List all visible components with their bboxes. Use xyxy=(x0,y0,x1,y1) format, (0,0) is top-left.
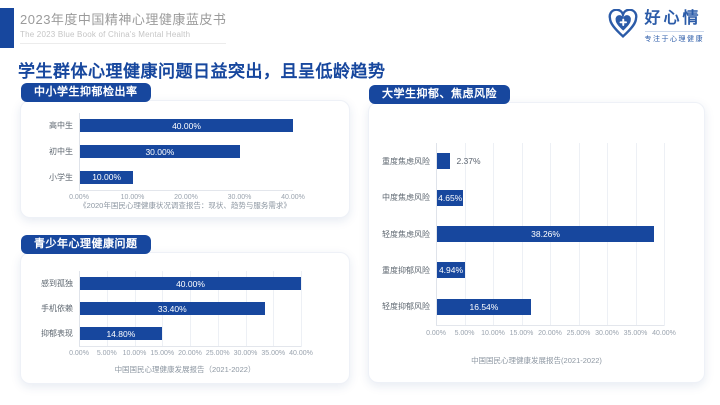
bar: 38.26% xyxy=(437,226,655,243)
axis-tick: 35.00% xyxy=(623,330,648,337)
axis-tick: 40.00% xyxy=(652,330,676,337)
axis-tick: 20.00% xyxy=(538,330,562,337)
brand-tagline: 专注于心理健康 xyxy=(644,30,704,44)
chart-source: 《2020年国民心理健康状况调查报告：现状、趋势与服务需求》 xyxy=(79,201,291,210)
axis-tick: 0.00% xyxy=(426,330,446,337)
axis-tick: 40.00% xyxy=(289,350,313,357)
axis-tick: 15.00% xyxy=(150,350,175,357)
bar: 2.37% xyxy=(437,153,481,170)
category-label: 抑郁表现 xyxy=(41,329,73,338)
gridline xyxy=(664,143,665,326)
bar-row: 重度焦虑风险 2.37% xyxy=(382,143,664,179)
deck-title: 2023年度中国精神心理健康蓝皮书 xyxy=(20,12,227,27)
bar-row: 初中生 30.00% xyxy=(49,139,293,165)
axis-tick: 5.00% xyxy=(96,350,117,357)
chart-card-primary-depression: 中小学生抑郁检出率 高中生 40.00% 初中生 30.00% 小学生 10.00% 0.… xyxy=(20,83,350,218)
chart-title-pill: 青少年心理健康问题 xyxy=(21,235,151,254)
axis-tick: 15.00% xyxy=(509,330,534,337)
value-label: 40.00% xyxy=(176,278,205,289)
header-accent-bar xyxy=(0,8,14,48)
chart-source: 中国国民心理健康发展报告(2021-2022) xyxy=(471,356,602,365)
category-label: 手机依赖 xyxy=(41,304,73,313)
axis-tick: 40.00% xyxy=(281,194,305,201)
bar-row: 感到孤独 40.00% xyxy=(41,271,301,296)
axis-tick: 25.00% xyxy=(566,330,591,337)
chart-title-pill: 大学生抑郁、焦虑风险 xyxy=(369,85,510,104)
category-label: 小学生 xyxy=(49,172,73,182)
chart-title-pill: 中小学生抑郁检出率 xyxy=(21,83,151,102)
chart-plot-area: 感到孤独 40.00% 手机依赖 33.40% 抑郁表现 14.80% xyxy=(41,271,301,347)
axis-tick: 0.00% xyxy=(69,194,89,201)
value-label: 40.00% xyxy=(172,120,201,131)
axis-tick: 10.00% xyxy=(120,194,145,201)
category-label: 感到孤独 xyxy=(41,279,73,288)
category-label: 重度抑郁风险 xyxy=(382,265,430,275)
heart-logo-icon xyxy=(607,8,639,44)
chart-source: 中国国民心理健康发展报告（2021-2022） xyxy=(114,365,256,374)
bar-row: 抑郁表现 14.80% xyxy=(41,321,301,346)
bar-row: 轻度抑郁风险 16.54% xyxy=(382,289,664,325)
value-label: 4.65% xyxy=(438,192,463,203)
chart-card-teen-problems: 青少年心理健康问题 感到孤独 40.00% 手机依赖 33.40% 抑郁表现 14.80%… xyxy=(20,235,350,384)
deck-subtitle: The 2023 Blue Book of China's Mental Hea… xyxy=(20,30,191,39)
bar-row: 中度焦虑风险 4.65% xyxy=(382,179,664,215)
axis-tick: 30.00% xyxy=(595,330,619,337)
value-label: 2.37% xyxy=(456,156,481,167)
category-label: 初中生 xyxy=(49,147,73,156)
bar: 33.40% xyxy=(80,302,265,315)
value-label: 16.54% xyxy=(469,301,499,312)
chart-card-college-risk: 大学生抑郁、焦虑风险 重度焦虑风险 2.37% 中度焦虑风险 4.65% 轻度焦虑风险 3… xyxy=(368,85,705,383)
axis-tick: 10.00% xyxy=(122,350,147,357)
value-label: 4.94% xyxy=(438,265,464,276)
category-label: 重度焦虑风险 xyxy=(382,156,430,166)
bar: 4.94% xyxy=(437,262,466,279)
axis-tick: 30.00% xyxy=(227,194,252,201)
axis-tick: 25.00% xyxy=(205,350,230,357)
axis-tick: 20.00% xyxy=(178,350,202,357)
chart-plot-area: 重度焦虑风险 2.37% 中度焦虑风险 4.65% 轻度焦虑风险 38.26% 重度抑郁风险… xyxy=(382,143,664,326)
brand-logo: 好心情 专注于心理健康 xyxy=(607,8,704,44)
bar: 4.65% xyxy=(437,189,464,206)
category-label: 轻度抑郁风险 xyxy=(382,302,430,312)
bar-row: 高中生 40.00% xyxy=(49,113,293,139)
value-label: 30.00% xyxy=(145,146,175,157)
bar-row: 重度抑郁风险 4.94% xyxy=(382,252,664,288)
bar: 14.80% xyxy=(80,327,162,340)
value-label: 38.26% xyxy=(531,229,560,240)
axis-tick: 5.00% xyxy=(454,330,475,337)
axis-tick: 10.00% xyxy=(481,330,505,337)
bar: 10.00% xyxy=(80,170,134,184)
category-label: 中度焦虑风险 xyxy=(382,193,430,203)
header-text-block: 2023年度中国精神心理健康蓝皮书 The 2023 Blue Book of … xyxy=(20,9,227,44)
chart-x-axis: 0.00% 5.00% 10.00% 15.00% 20.00% 25.00% 30.00%… xyxy=(69,350,313,360)
bar: 16.54% xyxy=(437,298,531,315)
bar-row: 小学生 10.00% xyxy=(49,164,293,190)
axis-tick: 0.00% xyxy=(69,350,89,357)
bar: 40.00% xyxy=(80,277,301,290)
bar: 40.00% xyxy=(80,119,293,133)
brand-name: 好心情 xyxy=(644,9,702,27)
category-label: 高中生 xyxy=(49,121,73,131)
bar: 30.00% xyxy=(80,145,240,158)
page-title: 学生群体心理健康问题日益突出，且呈低龄趋势 xyxy=(18,62,386,81)
value-label: 10.00% xyxy=(92,172,122,183)
axis-tick: 35.00% xyxy=(261,350,286,357)
value-label: 14.80% xyxy=(106,328,136,339)
axis-tick: 20.00% xyxy=(174,194,198,201)
bar-row: 轻度焦虑风险 38.26% xyxy=(382,216,664,252)
chart-x-axis: 0.00% 5.00% 10.00% 15.00% 20.00% 25.00% 30.00%… xyxy=(426,330,676,340)
bar-row: 手机依赖 33.40% xyxy=(41,296,301,321)
category-label: 轻度焦虑风险 xyxy=(382,229,430,239)
chart-plot-area: 高中生 40.00% 初中生 30.00% 小学生 10.00% xyxy=(49,113,293,191)
value-label: 33.40% xyxy=(157,303,187,314)
axis-tick: 30.00% xyxy=(233,350,258,357)
gridline xyxy=(301,271,302,347)
chart-x-axis: 0.00% 10.00% 20.00% 30.00% 40.00% xyxy=(69,194,305,204)
